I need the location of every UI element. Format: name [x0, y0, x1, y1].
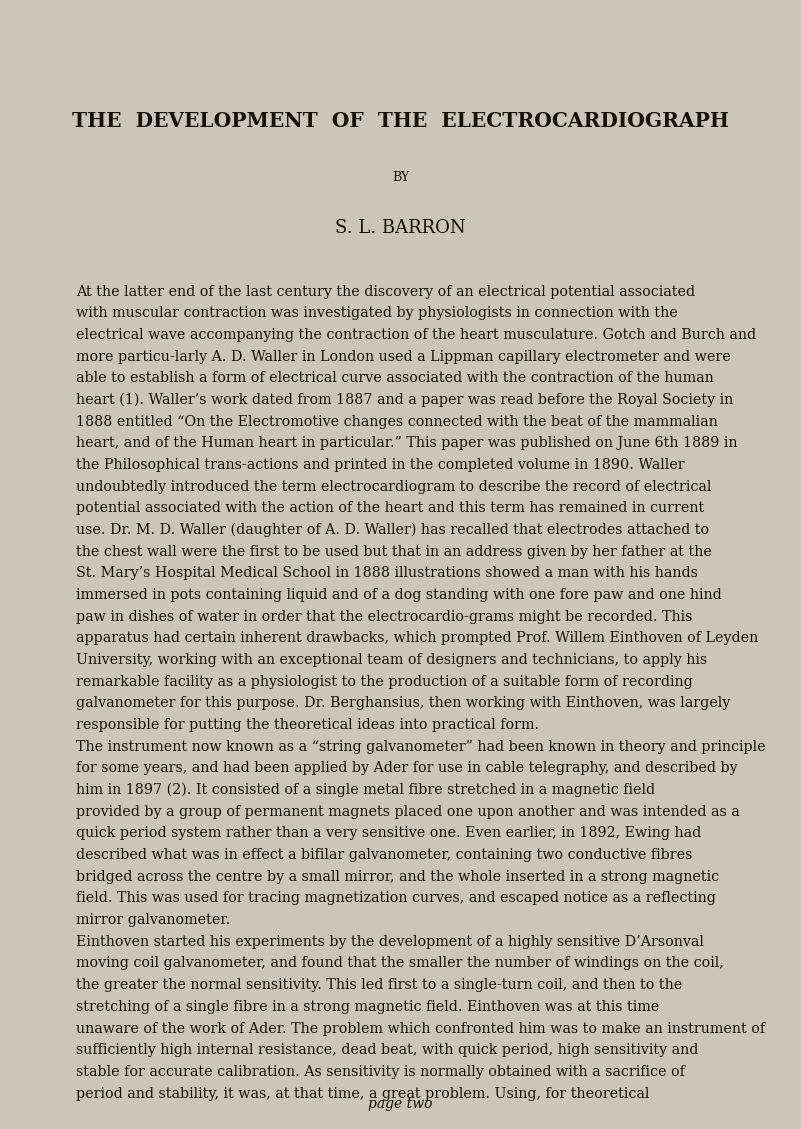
Text: sufficiently high internal resistance, dead beat, with quick period, high sensit: sufficiently high internal resistance, d… [76, 1043, 698, 1057]
Text: heart (1). Waller’s work dated from 1887 and a paper was read before the Royal S: heart (1). Waller’s work dated from 1887… [76, 393, 734, 408]
Text: him in 1897 (2). It consisted of a single metal fibre stretched in a magnetic fi: him in 1897 (2). It consisted of a singl… [76, 784, 655, 797]
Text: bridged across the centre by a small mirror, and the whole inserted in a strong : bridged across the centre by a small mir… [76, 869, 719, 884]
Text: page two: page two [368, 1097, 433, 1111]
Text: immersed in pots containing liquid and of a dog standing with one fore paw and o: immersed in pots containing liquid and o… [76, 588, 722, 602]
Text: electrical wave accompanying the contraction of the heart musculature. Gotch and: electrical wave accompanying the contrac… [76, 327, 756, 342]
Text: field. This was used for tracing magnetization curves, and escaped notice as a r: field. This was used for tracing magneti… [76, 892, 716, 905]
Text: apparatus had certain inherent drawbacks, which prompted Prof. Willem Einthoven : apparatus had certain inherent drawbacks… [76, 631, 759, 646]
Text: responsible for putting the theoretical ideas into practical form.: responsible for putting the theoretical … [76, 718, 539, 732]
Text: unaware of the work of Ader. The problem which confronted him was to make an ins: unaware of the work of Ader. The problem… [76, 1022, 765, 1035]
Text: the chest wall were the first to be used but that in an address given by her fat: the chest wall were the first to be used… [76, 544, 712, 559]
Text: able to establish a form of electrical curve associated with the contraction of : able to establish a form of electrical c… [76, 371, 714, 385]
Text: paw in dishes of water in order that the electrocardio-grams might be recorded. : paw in dishes of water in order that the… [76, 610, 693, 623]
Text: described what was in effect a bifilar galvanometer, containing two conductive f: described what was in effect a bifilar g… [76, 848, 693, 863]
Text: with muscular contraction was investigated by physiologists in connection with t: with muscular contraction was investigat… [76, 306, 678, 321]
Text: the Philosophical trans-actions and printed in the completed volume in 1890. Wal: the Philosophical trans-actions and prin… [76, 458, 685, 472]
Text: the greater the normal sensitivity. This led first to a single-turn coil, and th: the greater the normal sensitivity. This… [76, 978, 682, 992]
Text: moving coil galvanometer, and found that the smaller the number of windings on t: moving coil galvanometer, and found that… [76, 956, 724, 971]
Text: S. L. BARRON: S. L. BARRON [335, 219, 466, 237]
Text: potential associated with the action of the heart and this term has remained in : potential associated with the action of … [76, 501, 704, 515]
Text: provided by a group of permanent magnets placed one upon another and was intende: provided by a group of permanent magnets… [76, 805, 740, 819]
Text: At the latter end of the last century the discovery of an electrical potential a: At the latter end of the last century th… [76, 285, 695, 298]
Text: BY: BY [392, 170, 409, 184]
Text: remarkable facility as a physiologist to the production of a suitable form of re: remarkable facility as a physiologist to… [76, 675, 693, 689]
Text: The instrument now known as a “string galvanometer” had been known in theory and: The instrument now known as a “string ga… [76, 739, 766, 754]
Text: 1888 entitled “On the Electromotive changes connected with the beat of the mamma: 1888 entitled “On the Electromotive chan… [76, 414, 718, 429]
Text: Einthoven started his experiments by the development of a highly sensitive D’Ars: Einthoven started his experiments by the… [76, 935, 704, 948]
Text: undoubtedly introduced the term electrocardiogram to describe the record of elec: undoubtedly introduced the term electroc… [76, 480, 711, 493]
Text: galvanometer for this purpose. Dr. Berghansius, then working with Einthoven, was: galvanometer for this purpose. Dr. Bergh… [76, 697, 731, 710]
Text: St. Mary’s Hospital Medical School in 1888 illustrations showed a man with his h: St. Mary’s Hospital Medical School in 18… [76, 567, 698, 580]
Text: mirror galvanometer.: mirror galvanometer. [76, 913, 231, 927]
Text: period and stability, it was, at that time, a great problem. Using, for theoreti: period and stability, it was, at that ti… [76, 1086, 650, 1101]
Text: quick period system rather than a very sensitive one. Even earlier, in 1892, Ewi: quick period system rather than a very s… [76, 826, 702, 840]
Text: University, working with an exceptional team of designers and technicians, to ap: University, working with an exceptional … [76, 653, 707, 667]
Text: heart, and of the Human heart in particular.” This paper was published on June 6: heart, and of the Human heart in particu… [76, 436, 738, 450]
Text: for some years, and had been applied by Ader for use in cable telegraphy, and de: for some years, and had been applied by … [76, 761, 738, 776]
Text: stable for accurate calibration. As sensitivity is normally obtained with a sacr: stable for accurate calibration. As sens… [76, 1065, 685, 1079]
Text: more particu-larly A. D. Waller in London used a Lippman capillary electrometer : more particu-larly A. D. Waller in Londo… [76, 350, 731, 364]
Text: use. Dr. M. D. Waller (daughter of A. D. Waller) has recalled that electrodes at: use. Dr. M. D. Waller (daughter of A. D.… [76, 523, 709, 537]
Text: THE  DEVELOPMENT  OF  THE  ELECTROCARDIOGRAPH: THE DEVELOPMENT OF THE ELECTROCARDIOGRAP… [72, 111, 729, 131]
Text: stretching of a single fibre in a strong magnetic field. Einthoven was at this t: stretching of a single fibre in a strong… [76, 1000, 659, 1014]
